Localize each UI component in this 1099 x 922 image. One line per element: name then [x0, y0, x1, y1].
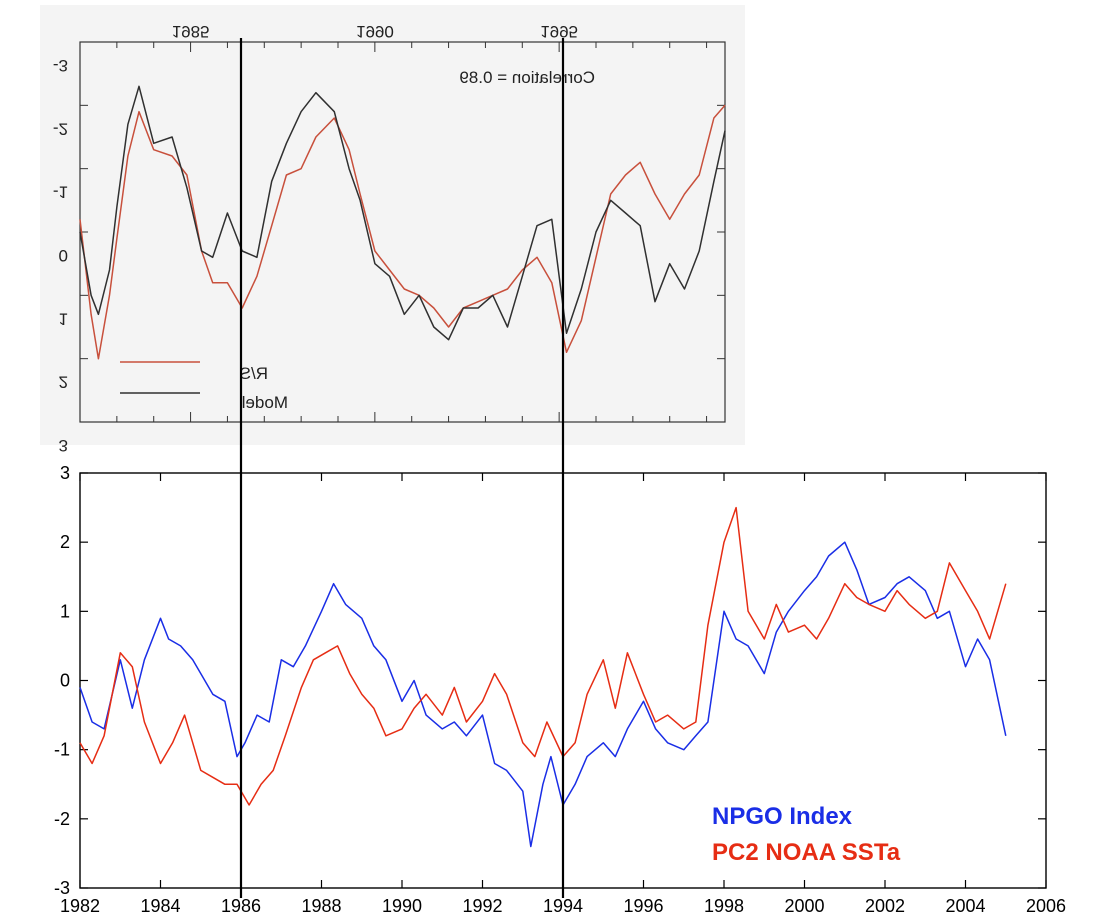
top-x-ticks: 1985 1990 1995 [116, 22, 708, 422]
bottom-y-tick-label: 2 [60, 532, 70, 552]
top-x-tick-label: 1990 [356, 22, 394, 41]
legend-label-pc2: PC2 NOAA SSTa [712, 839, 901, 866]
bottom-x-tick-label: 1984 [140, 896, 180, 916]
top-y-tick-label: 1 [59, 309, 68, 328]
top-panel-background [40, 5, 745, 445]
top-plot-area: 1985 1990 1995 -3 -2 -1 0 1 2 3 Correlation = 0.… [53, 22, 726, 455]
top-panel: 1985 1990 1995 -3 -2 -1 0 1 2 3 Correlation = 0.… [40, 5, 745, 455]
bottom-x-tick-label: 1994 [543, 896, 583, 916]
bottom-x-tick-label: 1986 [221, 896, 261, 916]
bottom-x-ticks: 1982 1984 1986 1988 1990 1992 1994 1996 1998 2000… [60, 473, 1066, 916]
bottom-x-tick-label: 1996 [623, 896, 663, 916]
bottom-x-tick-label: 1988 [301, 896, 341, 916]
top-y-tick-label: -3 [53, 56, 68, 75]
top-x-tick-label: 1985 [172, 22, 210, 41]
bottom-legend: NPGO Index PC2 NOAA SSTa [712, 803, 901, 866]
bottom-x-tick-label: 2006 [1026, 896, 1066, 916]
bottom-y-tick-label: 1 [60, 601, 70, 621]
bottom-x-tick-label: 1982 [60, 896, 100, 916]
npgo-index-line [79, 541, 1007, 848]
top-x-tick-label: 1995 [540, 22, 578, 41]
bottom-x-tick-label: 1992 [462, 896, 502, 916]
rs-line [79, 104, 726, 360]
vertical-marker-lines [239, 38, 565, 898]
model-line [79, 85, 726, 341]
top-y-tick-label: -1 [53, 183, 68, 202]
bottom-panel: 1982 1984 1986 1988 1990 1992 1994 1996 1998 2000… [54, 463, 1066, 916]
bottom-y-tick-label: -3 [54, 878, 70, 898]
top-y-tick-label: 0 [59, 246, 68, 265]
pc2-noaa-ssta-line [79, 506, 1007, 806]
bottom-y-tick-label: -2 [54, 809, 70, 829]
top-y-tick-label: 2 [59, 373, 68, 392]
top-y-tick-label: 3 [59, 436, 68, 455]
top-correlation-annotation: Correlation = 0.89 [459, 68, 595, 87]
bottom-x-tick-label: 2004 [945, 896, 985, 916]
bottom-y-tick-label: -1 [54, 740, 70, 760]
bottom-x-tick-label: 1998 [704, 896, 744, 916]
top-y-ticks: -3 -2 -1 0 1 2 3 [53, 41, 725, 455]
bottom-series-group [79, 506, 1007, 848]
top-y-tick-label: -2 [53, 119, 68, 138]
bottom-y-tick-label: 3 [60, 463, 70, 483]
bottom-x-tick-label: 2000 [784, 896, 824, 916]
bottom-x-tick-label: 1990 [382, 896, 422, 916]
legend-label-rs: R/S [240, 364, 268, 383]
top-series-group [79, 85, 726, 360]
bottom-y-ticks: -3 -2 -1 0 1 2 3 [54, 463, 1046, 898]
legend-label-model: Model [242, 393, 288, 412]
legend-label-npgo: NPGO Index [712, 803, 853, 830]
bottom-y-tick-label: 0 [60, 671, 70, 691]
top-legend: R/S Model [120, 361, 288, 412]
bottom-x-tick-label: 2002 [865, 896, 905, 916]
